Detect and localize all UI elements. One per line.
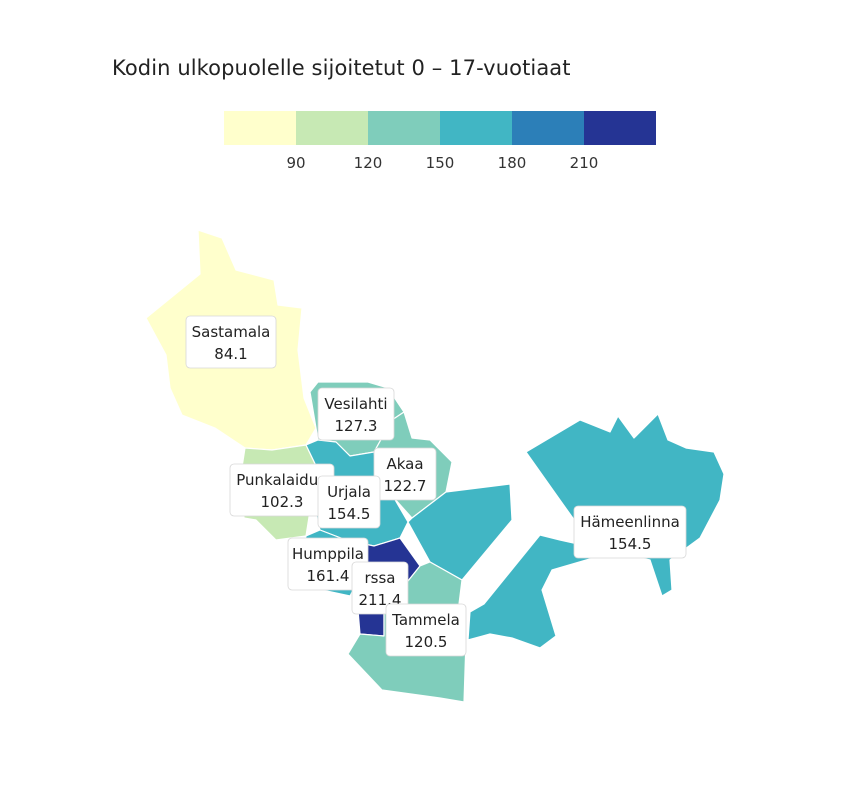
region-value-humppila: 161.4 (307, 567, 350, 585)
region-value-vesilahti: 127.3 (335, 417, 378, 435)
label-tammela: Tammela 120.5 (386, 604, 466, 656)
label-vesilahti: Vesilahti 127.3 (318, 388, 394, 440)
region-value-tammela: 120.5 (405, 633, 448, 651)
label-urjala: Urjala 154.5 (318, 476, 380, 528)
region-name-punkalaidun: Punkalaidun (236, 471, 327, 489)
region-value-sastamala: 84.1 (214, 345, 247, 363)
region-name-hameenlinna: Hämeenlinna (580, 513, 680, 531)
label-akaa: Akaa 122.7 (374, 448, 436, 500)
region-name-tammela: Tammela (391, 611, 460, 629)
region-name-akaa: Akaa (386, 455, 423, 473)
region-name-urjala: Urjala (327, 483, 371, 501)
region-name-humppila: Humppila (292, 545, 364, 563)
region-name-vesilahti: Vesilahti (324, 395, 387, 413)
label-sastamala: Sastamala 84.1 (186, 316, 276, 368)
region-value-hameenlinna: 154.5 (609, 535, 652, 553)
region-value-punkalaidun: 102.3 (261, 493, 304, 511)
label-hameenlinna: Hämeenlinna 154.5 (574, 506, 686, 558)
region-name-forssa: rssa (365, 569, 396, 587)
region-value-urjala: 154.5 (328, 505, 371, 523)
region-name-sastamala: Sastamala (192, 323, 271, 341)
region-value-akaa: 122.7 (384, 477, 427, 495)
